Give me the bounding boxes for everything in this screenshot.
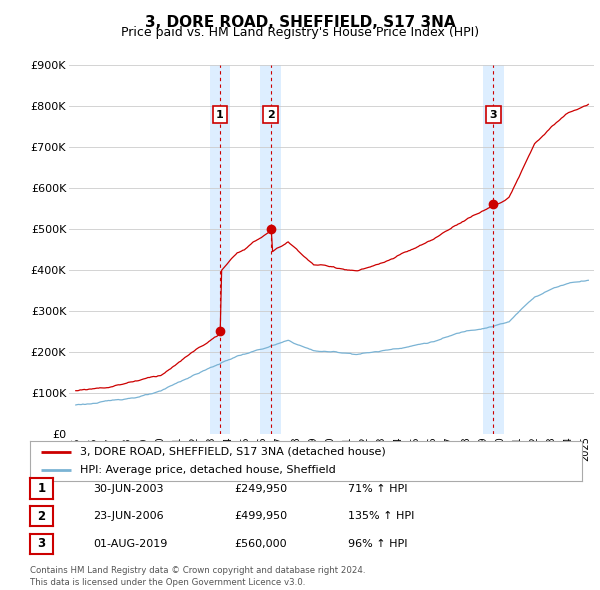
Text: 135% ↑ HPI: 135% ↑ HPI xyxy=(348,512,415,521)
Text: £499,950: £499,950 xyxy=(234,512,287,521)
Text: 2: 2 xyxy=(267,110,275,120)
Bar xyxy=(210,65,230,434)
Text: 96% ↑ HPI: 96% ↑ HPI xyxy=(348,539,407,549)
Bar xyxy=(260,65,281,434)
Bar xyxy=(483,65,503,434)
Text: 30-JUN-2003: 30-JUN-2003 xyxy=(93,484,163,493)
Text: 01-AUG-2019: 01-AUG-2019 xyxy=(93,539,167,549)
Text: Price paid vs. HM Land Registry's House Price Index (HPI): Price paid vs. HM Land Registry's House … xyxy=(121,26,479,39)
Text: 71% ↑ HPI: 71% ↑ HPI xyxy=(348,484,407,493)
Text: 3: 3 xyxy=(490,110,497,120)
Text: 3: 3 xyxy=(37,537,46,550)
Text: £249,950: £249,950 xyxy=(234,484,287,493)
Text: £560,000: £560,000 xyxy=(234,539,287,549)
Text: 23-JUN-2006: 23-JUN-2006 xyxy=(93,512,164,521)
Text: 1: 1 xyxy=(37,482,46,495)
Text: Contains HM Land Registry data © Crown copyright and database right 2024.
This d: Contains HM Land Registry data © Crown c… xyxy=(30,566,365,587)
Text: 3, DORE ROAD, SHEFFIELD, S17 3NA (detached house): 3, DORE ROAD, SHEFFIELD, S17 3NA (detach… xyxy=(80,447,385,457)
Text: HPI: Average price, detached house, Sheffield: HPI: Average price, detached house, Shef… xyxy=(80,465,335,475)
Text: 1: 1 xyxy=(216,110,224,120)
Text: 2: 2 xyxy=(37,510,46,523)
Text: 3, DORE ROAD, SHEFFIELD, S17 3NA: 3, DORE ROAD, SHEFFIELD, S17 3NA xyxy=(145,15,455,30)
